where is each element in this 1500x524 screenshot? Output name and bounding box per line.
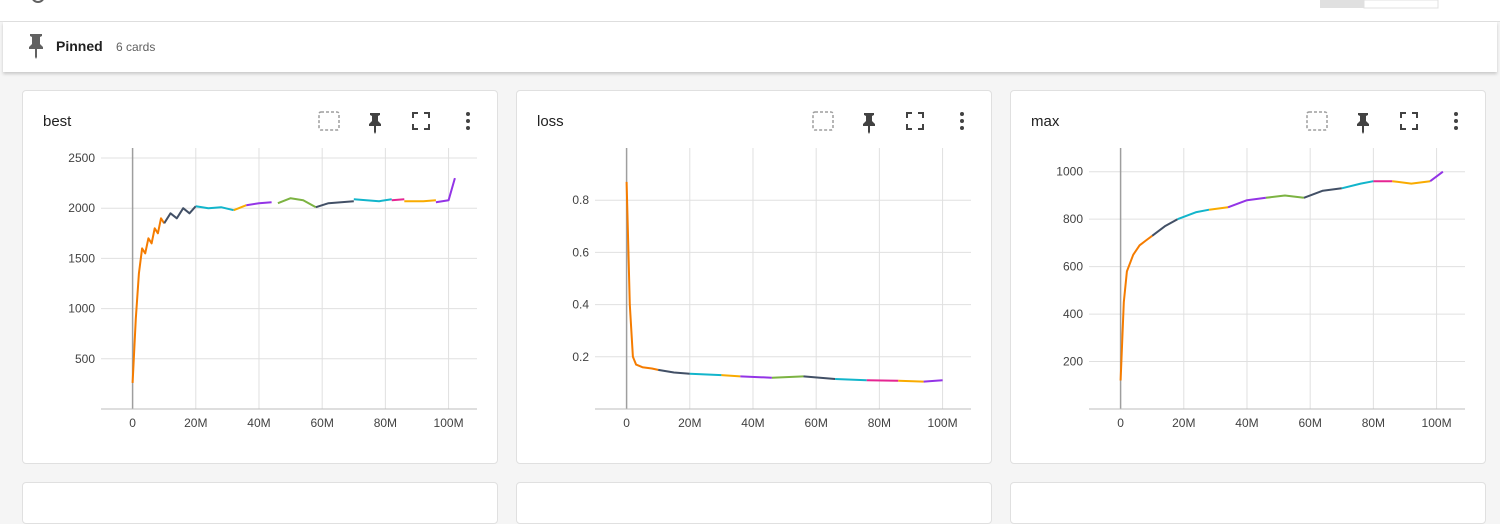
card [1010, 482, 1486, 524]
series-line [435, 177, 456, 204]
card [22, 482, 498, 524]
y-tick-label: 400 [1063, 307, 1083, 321]
pin-icon[interactable] [863, 113, 875, 134]
series-line [404, 199, 436, 203]
y-tick-label: 600 [1063, 260, 1083, 274]
x-tick-label: 60M [311, 416, 334, 430]
y-tick-label: 500 [75, 352, 95, 366]
series-line [277, 197, 317, 209]
chart: max 200 400 600 800 1000 0 20M 40M 60M 80M 100M [1031, 111, 1465, 430]
y-tick-label: 1500 [68, 251, 95, 265]
x-tick-label: 40M [247, 416, 270, 430]
chart-title: best [43, 113, 72, 130]
x-tick-label: 20M [1172, 416, 1195, 430]
y-tick-label: 200 [1063, 355, 1083, 369]
series-line [898, 379, 924, 383]
series-line [195, 205, 234, 212]
x-tick-label: 60M [1299, 416, 1322, 430]
series-line [246, 201, 272, 207]
x-tick-label: 80M [868, 416, 891, 430]
series-line [866, 379, 899, 382]
x-tick-label: 40M [741, 416, 764, 430]
chart-card: best 500 1000 1500 2000 2500 0 20M 40M 60M 80M 100M [22, 90, 498, 464]
series-line [721, 374, 741, 378]
pinned-count: 6 cards [116, 40, 156, 54]
fit-icon[interactable] [812, 111, 834, 131]
x-tick-label: 20M [678, 416, 701, 430]
fit-icon[interactable] [318, 111, 340, 131]
y-tick-label: 1000 [1056, 165, 1083, 179]
pin-icon[interactable] [1357, 113, 1369, 134]
series-line [835, 378, 867, 382]
x-tick-label: 100M [434, 416, 464, 430]
pin-icon [29, 34, 43, 59]
series-line [315, 200, 354, 209]
y-tick-label: 0.2 [572, 350, 589, 364]
chart: loss 0.2 0.4 0.6 0.8 0 20M 40M 60M 80M 100M [537, 111, 971, 430]
series-line [163, 205, 197, 224]
top-bar [0, 0, 1500, 22]
series-line [1429, 170, 1444, 183]
y-tick-label: 800 [1063, 212, 1083, 226]
fullscreen-icon[interactable] [412, 112, 430, 130]
x-tick-label: 60M [805, 416, 828, 430]
series-line [1151, 218, 1178, 237]
series-line [1392, 180, 1431, 185]
series-line [391, 198, 405, 202]
x-tick-label: 80M [374, 416, 397, 430]
chart-title: max [1031, 113, 1060, 130]
menu-icon[interactable] [960, 112, 964, 130]
series-line [353, 198, 392, 203]
chart-title: loss [537, 113, 564, 130]
series-line [1177, 208, 1210, 221]
x-tick-label: 100M [1422, 416, 1452, 430]
fullscreen-icon[interactable] [906, 112, 924, 130]
series-line [658, 368, 690, 375]
chart-card: max 200 400 600 800 1000 0 20M 40M 60M 80M 100M [1010, 90, 1486, 464]
y-tick-label: 2500 [68, 151, 95, 165]
chart: best 500 1000 1500 2000 2500 0 20M 40M 60M 80M 100M [43, 111, 477, 430]
y-tick-label: 0.8 [572, 193, 589, 207]
y-tick-label: 0.6 [572, 245, 589, 259]
pinned-title: Pinned [56, 38, 103, 54]
series-line [689, 372, 722, 377]
series-line [233, 204, 247, 212]
series-line [771, 375, 804, 379]
series-line [923, 379, 943, 383]
x-tick-label: 40M [1235, 416, 1258, 430]
menu-icon[interactable] [1454, 112, 1458, 130]
y-tick-label: 0.4 [572, 298, 589, 312]
series-line [1119, 234, 1153, 381]
top-bar-icons [32, 0, 1439, 9]
series-line [1341, 180, 1374, 190]
series-line [1227, 196, 1267, 209]
y-tick-label: 1000 [68, 302, 95, 316]
menu-icon[interactable] [466, 112, 470, 130]
series-line [740, 375, 772, 379]
series-line [1265, 194, 1305, 199]
pinned-header[interactable]: Pinned 6 cards [3, 22, 1497, 72]
x-tick-label: 80M [1362, 416, 1385, 430]
x-tick-label: 20M [184, 416, 207, 430]
series-line [131, 217, 166, 383]
pin-icon[interactable] [369, 113, 381, 134]
x-tick-label: 0 [129, 416, 136, 430]
fullscreen-icon[interactable] [1400, 112, 1418, 130]
series-line [625, 181, 659, 371]
series-line [1303, 187, 1342, 199]
series-line [1208, 206, 1229, 211]
x-tick-label: 0 [1117, 416, 1124, 430]
chart-card: loss 0.2 0.4 0.6 0.8 0 20M 40M 60M 80M 100M [516, 90, 992, 464]
x-tick-label: 100M [928, 416, 958, 430]
series-line [803, 375, 836, 380]
y-tick-label: 2000 [68, 201, 95, 215]
x-tick-label: 0 [623, 416, 630, 430]
fit-icon[interactable] [1306, 111, 1328, 131]
card [516, 482, 992, 524]
